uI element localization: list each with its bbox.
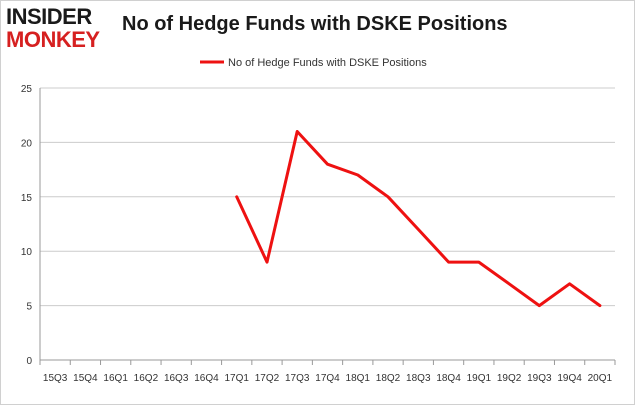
legend-label: No of Hedge Funds with DSKE Positions xyxy=(228,57,427,69)
axes: 0 5 10 15 20 25 15Q3 15Q4 16Q1 16Q2 16Q3 16Q4 17Q1 17… xyxy=(21,84,616,384)
series-layer xyxy=(235,130,602,308)
y-tick-label-15: 15 xyxy=(21,193,33,204)
insider-monkey-logo: INSIDER MONKEY xyxy=(6,4,114,52)
x-tick-label-19Q3: 19Q3 xyxy=(527,373,552,384)
y-tick-label-0: 0 xyxy=(26,356,32,367)
series-line-0-0 xyxy=(235,130,602,308)
x-tick-label-15Q4: 15Q4 xyxy=(73,373,98,384)
x-tick-label-15Q3: 15Q3 xyxy=(43,373,68,384)
x-tick-label-19Q4: 19Q4 xyxy=(557,373,582,384)
x-tick-label-18Q3: 18Q3 xyxy=(406,373,431,384)
chart-title: No of Hedge Funds with DSKE Positions xyxy=(122,13,508,35)
y-tick-label-20: 20 xyxy=(21,138,33,149)
y-tick-label-25: 25 xyxy=(21,84,33,95)
y-tick-label-5: 5 xyxy=(26,302,32,313)
legend: No of Hedge Funds with DSKE Positions xyxy=(200,57,427,69)
logo-text-top: INSIDER xyxy=(6,4,92,29)
x-tick-label-18Q2: 18Q2 xyxy=(376,373,401,384)
logo-text-bottom: MONKEY xyxy=(6,27,100,52)
x-tick-label-18Q1: 18Q1 xyxy=(346,373,371,384)
x-tick-label-16Q3: 16Q3 xyxy=(164,373,189,384)
x-tick-label-17Q4: 17Q4 xyxy=(315,373,340,384)
x-tick-label-16Q1: 16Q1 xyxy=(103,373,128,384)
y-tick-label-10: 10 xyxy=(21,247,33,258)
gridlines xyxy=(40,87,615,361)
x-tick-label-19Q1: 19Q1 xyxy=(467,373,492,384)
x-tick-label-18Q4: 18Q4 xyxy=(436,373,461,384)
x-tick-label-17Q1: 17Q1 xyxy=(224,373,249,384)
x-tick-label-17Q3: 17Q3 xyxy=(285,373,310,384)
x-tick-label-16Q4: 16Q4 xyxy=(194,373,219,384)
x-tick-label-17Q2: 17Q2 xyxy=(255,373,280,384)
x-tick-label-20Q1: 20Q1 xyxy=(588,373,613,384)
x-tick-label-19Q2: 19Q2 xyxy=(497,373,522,384)
x-tick-label-16Q2: 16Q2 xyxy=(134,373,159,384)
